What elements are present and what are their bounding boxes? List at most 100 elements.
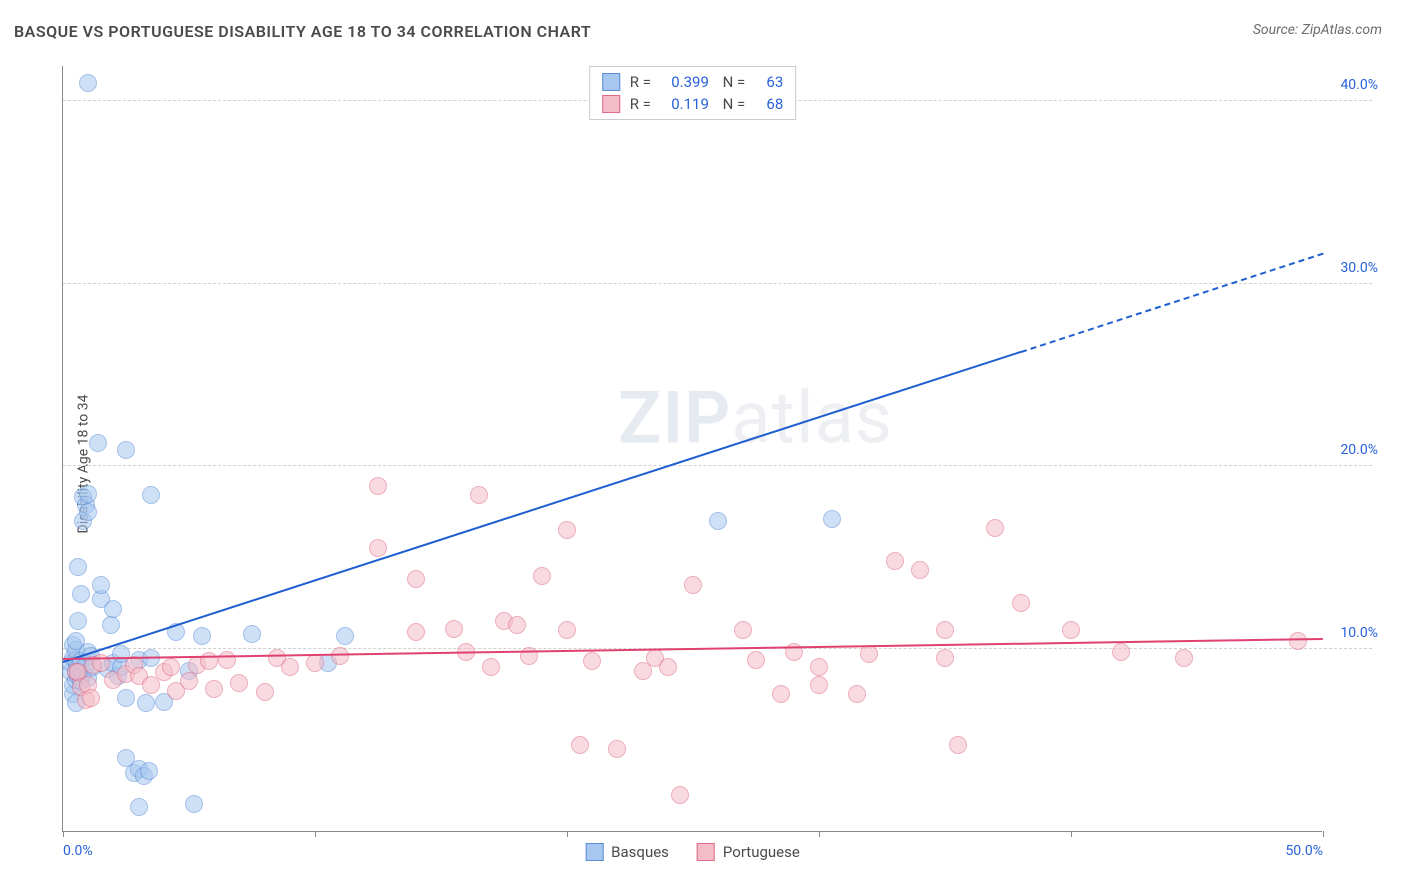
trend-line [63,351,1021,663]
data-point [79,503,97,521]
data-point [69,558,87,576]
data-point [102,616,120,634]
data-point [117,441,135,459]
data-point [407,570,425,588]
data-point [571,736,589,754]
x-tick [819,831,820,837]
data-point [407,623,425,641]
data-point [306,654,324,672]
data-point [117,689,135,707]
gridline [63,465,1372,466]
x-tick-label: 0.0% [63,843,93,859]
data-point [1062,621,1080,639]
chart-container: Disability Age 18 to 34 ZIPatlas 10.0%20… [14,56,1382,872]
data-point [92,576,110,594]
data-point [104,600,122,618]
legend-r-label: R = [630,73,651,91]
legend-r-value: 0.399 [661,73,709,91]
data-point [709,512,727,530]
source-attribution: Source: ZipAtlas.com [1253,22,1382,38]
data-point [911,561,929,579]
legend-n-label: N = [719,73,745,91]
legend-series-name: Basques [611,843,669,861]
legend-n-value: 63 [755,73,783,91]
data-point [949,736,967,754]
data-point [205,680,223,698]
x-tick [1071,831,1072,837]
watermark: ZIPatlas [618,375,893,460]
data-point [810,658,828,676]
data-point [1289,632,1307,650]
x-tick [1323,831,1324,837]
data-point [79,74,97,92]
data-point [747,651,765,669]
data-point [180,672,198,690]
x-tick [63,831,64,837]
data-point [1012,594,1030,612]
legend-n-label: N = [719,95,745,113]
y-tick-label: 10.0% [1340,625,1378,641]
data-point [470,486,488,504]
data-point [336,627,354,645]
data-point [508,616,526,634]
data-point [193,627,211,645]
legend-item: Basques [585,843,669,861]
data-point [243,625,261,643]
data-point [772,685,790,703]
legend-swatch [585,843,603,861]
data-point [369,539,387,557]
legend-row: R =0.119 N =68 [598,93,788,115]
y-tick-label: 20.0% [1340,442,1378,458]
data-point [1112,643,1130,661]
x-tick [567,831,568,837]
data-point [558,621,576,639]
data-point [936,649,954,667]
legend-swatch [697,843,715,861]
legend-n-value: 68 [755,95,783,113]
y-tick-label: 40.0% [1340,77,1378,93]
correlation-legend: R =0.399 N =63R =0.119 N =68 [589,66,797,120]
data-point [734,621,752,639]
data-point [848,685,866,703]
legend-item: Portuguese [697,843,800,861]
trend-line-extrapolated [1020,253,1323,353]
gridline [63,283,1372,284]
data-point [142,486,160,504]
data-point [331,647,349,665]
data-point [810,676,828,694]
data-point [281,658,299,676]
legend-swatch [602,95,620,113]
data-point [986,519,1004,537]
data-point [671,786,689,804]
watermark-zip: ZIP [618,375,731,460]
data-point [823,510,841,528]
data-point [533,567,551,585]
data-point [445,620,463,638]
data-point [659,658,677,676]
data-point [162,658,180,676]
legend-r-label: R = [630,95,651,113]
x-tick-label: 50.0% [1285,843,1323,859]
x-tick [315,831,316,837]
legend-row: R = 0.399 N = 63 [598,71,788,93]
data-point [583,652,601,670]
data-point [140,762,158,780]
data-point [886,552,904,570]
data-point [1175,649,1193,667]
data-point [608,740,626,758]
data-point [558,521,576,539]
data-point [218,651,236,669]
data-point [79,485,97,503]
chart-title: BASQUE VS PORTUGUESE DISABILITY AGE 18 T… [14,22,591,41]
data-point [230,674,248,692]
data-point [482,658,500,676]
y-tick-label: 30.0% [1340,260,1378,276]
data-point [89,434,107,452]
data-point [72,585,90,603]
series-legend: Basques Portuguese [585,843,800,861]
plot-area: ZIPatlas 10.0%20.0%30.0%40.0%0.0%50.0%R … [62,66,1322,832]
data-point [137,694,155,712]
data-point [936,621,954,639]
data-point [69,612,87,630]
legend-swatch [602,73,620,91]
